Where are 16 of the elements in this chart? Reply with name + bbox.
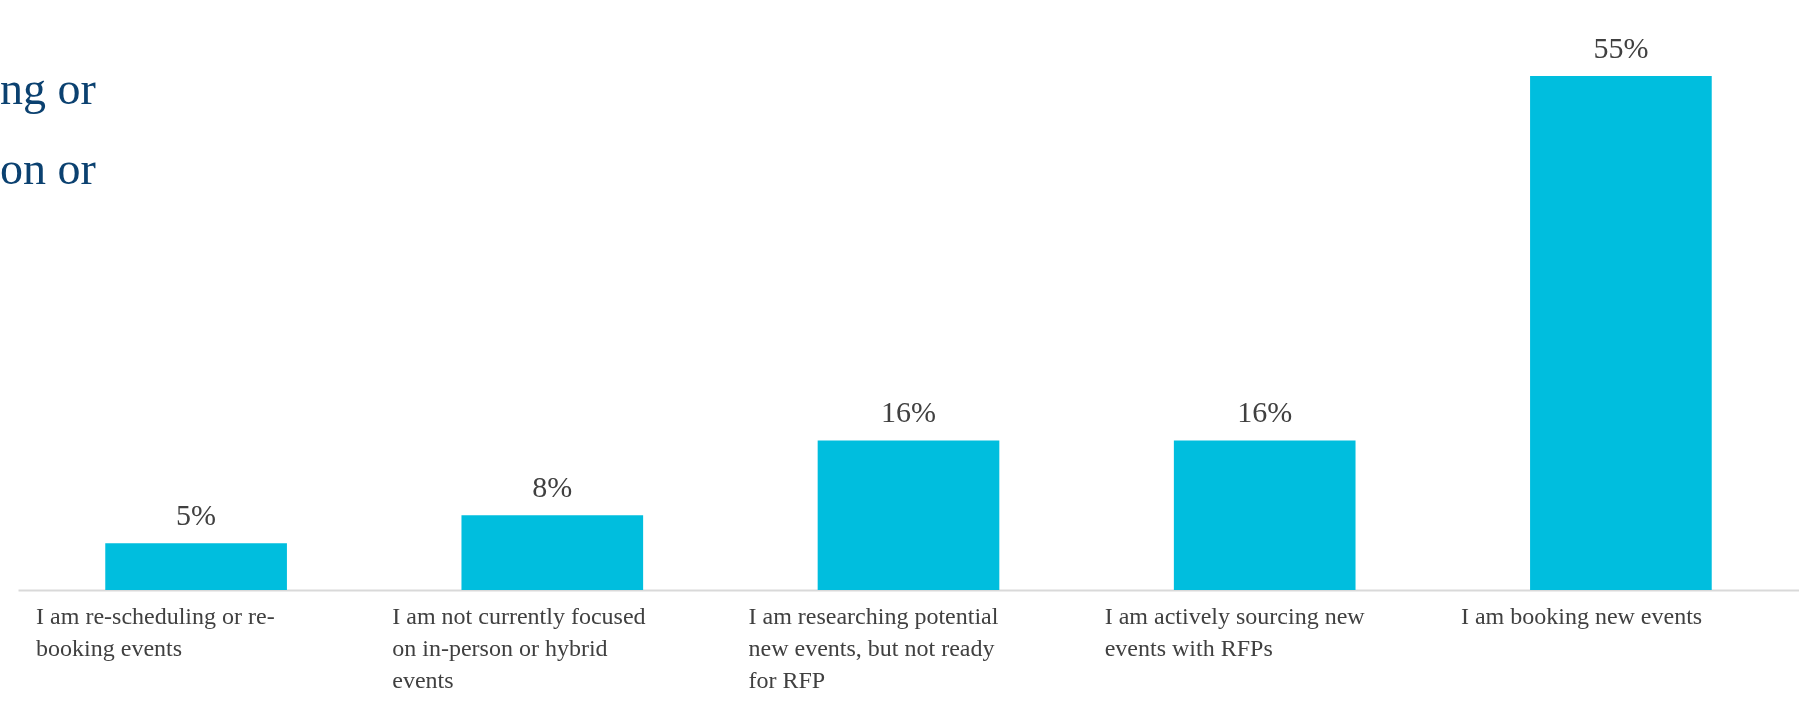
data-label: 55% xyxy=(1593,30,1649,64)
data-label: 16% xyxy=(881,395,936,429)
data-label: 16% xyxy=(1237,395,1293,429)
bar xyxy=(1530,75,1712,590)
x-tick-label: I am re-scheduling or re-booking events xyxy=(36,602,275,661)
bar xyxy=(461,515,644,590)
data-label: 5% xyxy=(176,498,217,532)
x-tick-label: I am booking new events xyxy=(1460,602,1703,629)
data-label: 8% xyxy=(532,470,573,504)
x-tick-label: I am not currently focused on in-person or hybrid events xyxy=(392,602,646,693)
x-tick-label: I am actively sourcing new events with RFPs xyxy=(1104,602,1366,661)
bar xyxy=(105,543,287,590)
x-tick-label: I am researching potential new events, but not ready for RFP xyxy=(748,602,999,693)
bar xyxy=(817,440,1000,590)
bar xyxy=(1173,440,1356,590)
text: ng or on or xyxy=(0,62,96,194)
